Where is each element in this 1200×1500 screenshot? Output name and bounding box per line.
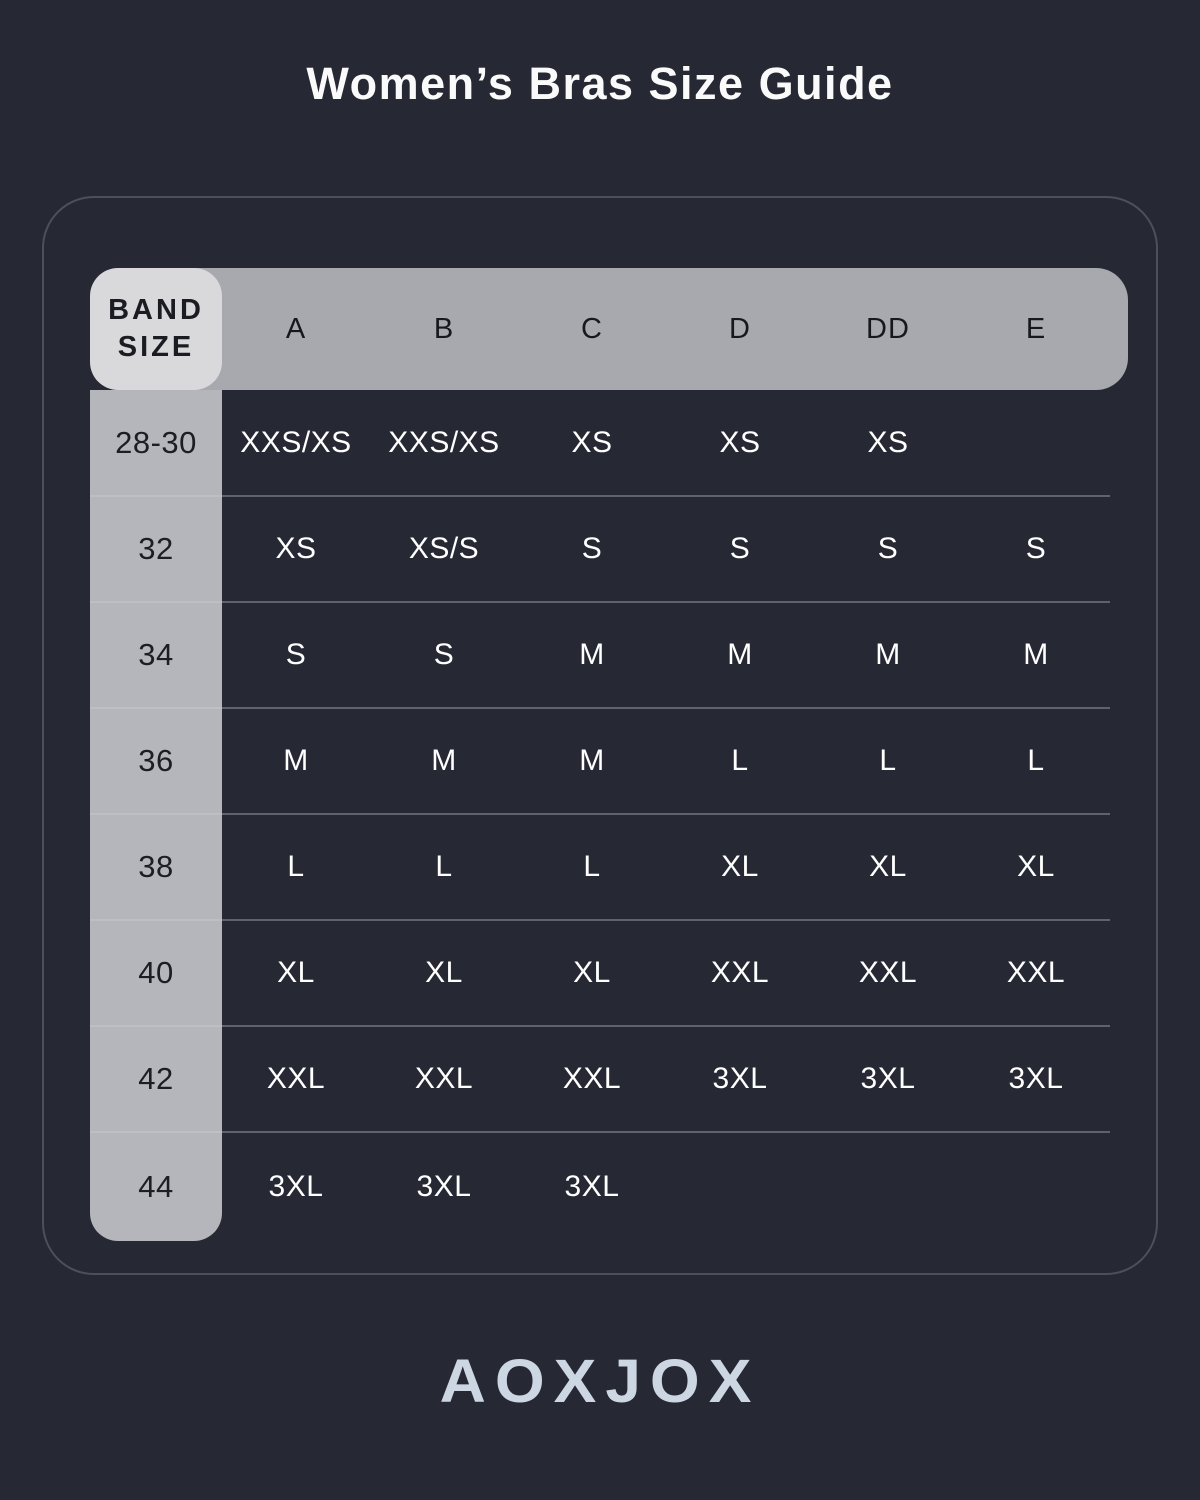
column-header-c: C <box>581 312 603 345</box>
table-row: 28-30 XXS/XS XXS/XS XS XS XS <box>90 390 1110 495</box>
size-value-cell: 3XL <box>564 1170 620 1203</box>
column-header-e: E <box>1025 312 1047 345</box>
band-size-header-label: BAND SIZE <box>108 293 204 363</box>
size-value-cell: L <box>435 850 453 883</box>
size-value-cell: XL <box>277 956 315 989</box>
size-value-cell: S <box>285 638 307 671</box>
size-value-cell: 3XL <box>712 1062 768 1095</box>
band-size-cell: 34 <box>138 637 174 672</box>
size-value-cell: M <box>283 744 309 777</box>
band-size-cell: 38 <box>138 849 174 884</box>
size-value-cell: M <box>431 744 457 777</box>
size-value-cell: XXL <box>710 956 770 989</box>
page-title: Women’s Bras Size Guide <box>306 58 894 109</box>
size-value-cell: M <box>579 638 605 671</box>
column-header-d: D <box>729 312 751 345</box>
band-size-cell: 28-30 <box>115 424 197 460</box>
table-row: 34 S S M M M M <box>90 601 1110 707</box>
size-value-cell: M <box>579 744 605 777</box>
brand-logo: AOXJOX <box>439 1346 761 1416</box>
band-size-cell: 42 <box>138 1061 174 1096</box>
size-value-cell: M <box>875 638 901 671</box>
size-value-cell: S <box>1025 532 1047 565</box>
band-size-cell: 40 <box>138 955 174 990</box>
size-value-cell: XS <box>275 532 317 565</box>
size-value-cell: XXS/XS <box>388 425 500 459</box>
size-value-cell: XL <box>721 850 759 883</box>
column-header-a: A <box>285 312 307 345</box>
size-value-cell: L <box>731 744 749 777</box>
size-value-cell: XS <box>571 425 613 459</box>
size-value-cell: XL <box>1017 850 1055 883</box>
table-row: 38 L L L XL XL XL <box>90 813 1110 919</box>
size-value-cell: XS/S <box>408 532 480 565</box>
column-header-b: B <box>433 312 455 345</box>
size-value-cell: XXL <box>414 1062 474 1095</box>
table-body: 28-30 XXS/XS XXS/XS XS XS XS 32 XS XS/S … <box>90 390 1110 1241</box>
size-value-cell: 3XL <box>268 1170 324 1203</box>
size-value-cell: XL <box>573 956 611 989</box>
band-size-cell: 36 <box>138 743 174 778</box>
size-value-cell: S <box>877 532 899 565</box>
size-value-cell: L <box>879 744 897 777</box>
size-value-cell: XXL <box>562 1062 622 1095</box>
table-row: 36 M M M L L L <box>90 707 1110 813</box>
size-value-cell: XXS/XS <box>240 425 352 459</box>
size-value-cell: XXL <box>1006 956 1066 989</box>
band-size-header-cell: BAND SIZE <box>90 268 222 390</box>
size-value-cell: 3XL <box>860 1062 916 1095</box>
size-table-panel <box>42 196 1158 1275</box>
band-size-cell: 44 <box>138 1169 174 1204</box>
table-row: 32 XS XS/S S S S S <box>90 495 1110 601</box>
size-value-cell: XL <box>425 956 463 989</box>
column-header-dd: DD <box>866 312 910 345</box>
size-value-cell: XS <box>719 425 761 459</box>
size-value-cell: M <box>727 638 753 671</box>
size-value-cell: 3XL <box>1008 1062 1064 1095</box>
band-size-cell: 32 <box>138 531 174 566</box>
size-value-cell: XS <box>867 425 909 459</box>
size-value-cell: S <box>729 532 751 565</box>
size-value-cell: L <box>583 850 601 883</box>
band-size-column-background <box>90 390 222 1241</box>
table-header-row: BAND SIZE A B C D DD E <box>90 268 1128 390</box>
size-value-cell: S <box>433 638 455 671</box>
table-row: 44 3XL 3XL 3XL <box>90 1131 1110 1241</box>
table-row: 40 XL XL XL XXL XXL XXL <box>90 919 1110 1025</box>
size-value-cell: XXL <box>858 956 918 989</box>
size-value-cell: M <box>1023 638 1049 671</box>
size-value-cell: XXL <box>266 1062 326 1095</box>
size-value-cell: XL <box>869 850 907 883</box>
size-value-cell: 3XL <box>416 1170 472 1203</box>
table-row: 42 XXL XXL XXL 3XL 3XL 3XL <box>90 1025 1110 1131</box>
size-value-cell: L <box>287 850 305 883</box>
size-value-cell: L <box>1027 744 1045 777</box>
size-value-cell: S <box>581 532 603 565</box>
